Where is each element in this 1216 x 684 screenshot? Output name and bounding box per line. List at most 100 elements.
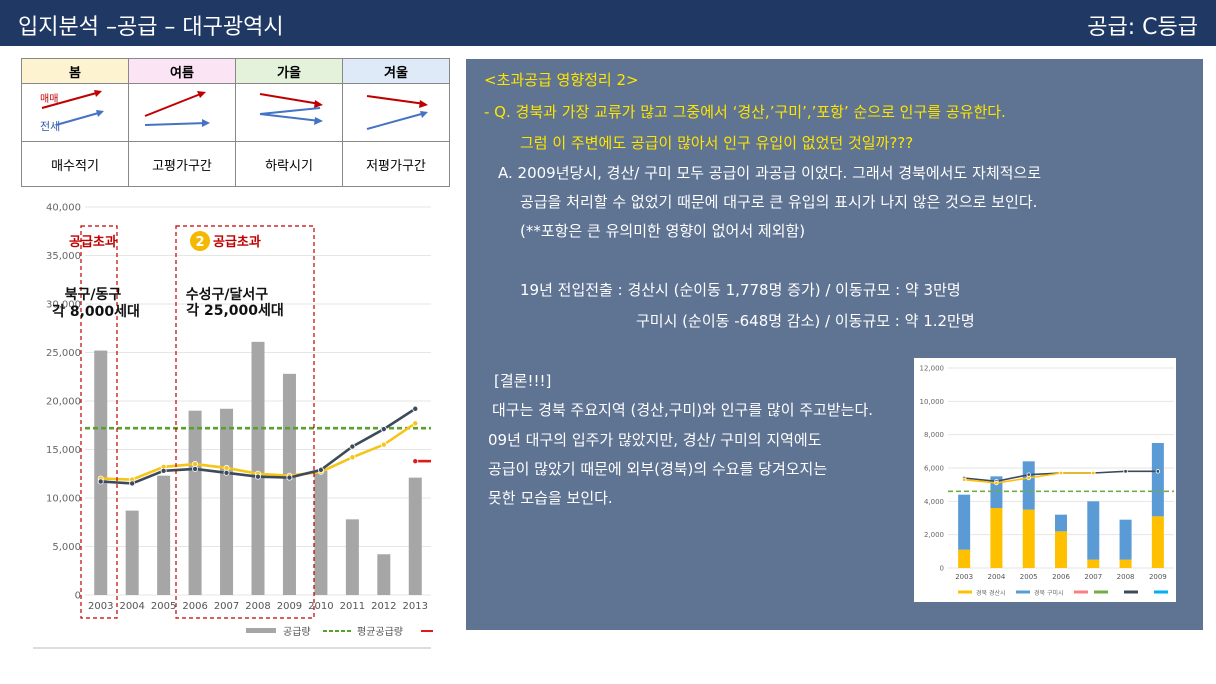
x-tick-label: 2007 xyxy=(214,601,239,612)
line-point xyxy=(1091,470,1096,476)
x-tick-label: 2004 xyxy=(119,601,144,612)
stacked-supply-bar xyxy=(1119,559,1132,568)
stacked-supply-bar xyxy=(958,549,971,568)
y-tick-label: 4,000 xyxy=(924,498,944,506)
line-point xyxy=(1026,475,1031,481)
legend-supply-label: 공급량 xyxy=(283,626,311,638)
y-tick-label: 10,000 xyxy=(920,398,945,406)
line-point xyxy=(380,426,387,433)
stacked-supply-bar xyxy=(1022,509,1035,568)
supply-chart: 0 5,000 10,000 15,000 20,000 25,000 30,000 35,0… xyxy=(33,203,433,649)
supply-bar xyxy=(125,510,139,595)
line-point xyxy=(349,443,356,450)
line-point xyxy=(317,466,324,473)
annotation-buk-dong: 북구/동구 xyxy=(65,287,122,303)
x-tick-label: 2006 xyxy=(1052,573,1070,581)
line-point xyxy=(1058,470,1064,476)
supply-bar xyxy=(282,373,296,595)
x-tick-label: 2003 xyxy=(955,573,973,581)
season-label-autumn: 하락시기 xyxy=(235,141,343,187)
x-tick-label: 2013 xyxy=(403,601,428,612)
legend-gumi-label: 경북 구미시 xyxy=(1034,589,1064,597)
conclusion-line-1: 대구는 경북 주요지역 (경산,구미)와 인구를 많이 주고받는다. xyxy=(492,401,874,419)
annotation-oversupply-2: 공급초과 xyxy=(213,235,261,250)
y-tick-label: 40,000 xyxy=(46,203,81,214)
marker-2-badge xyxy=(190,231,210,251)
season-arrows-summer xyxy=(128,83,236,142)
notes-question-line-2: 그럼 이 주변에도 공급이 많아서 인구 유입이 없었던 것일까??? xyxy=(520,134,914,152)
notes-answer-line-1: A. 2009년당시, 경산/ 구미 모두 공급이 과공급 이었다. 그래서 경… xyxy=(498,164,1042,182)
conclusion-line-2: 09년 대구의 입주가 많았지만, 경산/ 구미의 지역에도 xyxy=(488,431,822,449)
y-tick-label: 8,000 xyxy=(924,431,944,439)
stacked-supply-bar xyxy=(958,494,971,550)
line-point xyxy=(223,469,230,476)
line-point xyxy=(160,467,167,474)
y-tick-label: 2,000 xyxy=(924,531,944,539)
supply-bar xyxy=(345,519,359,595)
annotation-buk-dong-units: 각 8,000세대 xyxy=(52,303,140,320)
supply-bar xyxy=(377,554,391,595)
notes-answer-line-3: (**포항은 큰 유의미한 영향이 없어서 제외함) xyxy=(520,222,806,240)
x-tick-label: 2011 xyxy=(340,601,365,612)
stacked-supply-bar xyxy=(990,476,1003,508)
line-point xyxy=(254,473,261,480)
y-tick-label: 5,000 xyxy=(52,542,81,553)
line-point xyxy=(380,441,387,448)
notes-answer-line-2: 공급을 처리할 수 없었기 때문에 대구로 큰 유입의 표시가 나지 않은 것으… xyxy=(520,193,1038,211)
stacked-supply-bar xyxy=(990,508,1003,568)
season-label-spring: 매수적기 xyxy=(21,141,129,187)
line-point xyxy=(1155,469,1161,474)
supply-bar xyxy=(408,477,422,595)
season-header-summer: 여름 xyxy=(128,58,236,84)
trend-arrows-icon xyxy=(366,95,428,130)
y-tick-label: 35,000 xyxy=(46,251,81,262)
line-point xyxy=(192,461,199,468)
season-header-spring: 봄 xyxy=(21,58,129,84)
annotation-suseong-dalseo: 수성구/달서구 xyxy=(186,287,269,303)
line-point xyxy=(223,464,230,471)
stacked-supply-bar xyxy=(1055,531,1067,568)
supply-bar xyxy=(157,475,171,595)
gyeongbuk-supply-chart: 0 2,000 4,000 6,000 8,000 10,000 12,000 2003 200… xyxy=(920,364,1174,597)
line-point xyxy=(97,478,104,485)
season-arrows-spring: 매매 전세 xyxy=(21,83,129,142)
x-tick-label: 2012 xyxy=(371,601,396,612)
legend-swatch-supply xyxy=(246,628,276,633)
stacked-supply-bar xyxy=(1151,443,1164,517)
stacked-supply-bar xyxy=(1087,559,1100,568)
y-tick-label: 25,000 xyxy=(46,348,81,359)
legend-gyeongsan-label: 경북 경산시 xyxy=(976,589,1006,597)
stacked-supply-bar xyxy=(1022,461,1035,510)
y-tick-label: 12,000 xyxy=(920,364,945,372)
y-tick-label: 15,000 xyxy=(46,445,81,456)
annotation-suseong-dalseo-units: 각 25,000세대 xyxy=(186,302,284,319)
season-header-winter: 겨울 xyxy=(342,58,450,84)
annotation-oversupply-1: 공급초과 xyxy=(69,235,117,250)
header-bar: 입지분석 –공급 – 대구광역시 공급: C등급 xyxy=(0,0,1216,46)
x-tick-label: 2010 xyxy=(308,601,333,612)
season-table: 봄 여름 가을 겨울 매매 전세 xyxy=(21,58,450,187)
conclusion-line-3: 공급이 많았기 때문에 외부(경북)의 수요를 당겨오지는 xyxy=(488,460,828,478)
stacked-supply-bar xyxy=(1055,514,1067,532)
line-point xyxy=(286,474,293,481)
trend-arrows-icon: 매매 전세 xyxy=(40,90,104,133)
line-point xyxy=(349,454,356,461)
legend-average-label: 평균공급량 xyxy=(357,626,403,638)
x-tick-label: 2005 xyxy=(1020,573,1038,581)
y-tick-label: 10,000 xyxy=(46,494,81,505)
x-tick-label: 2007 xyxy=(1084,573,1102,581)
season-arrows-autumn xyxy=(235,83,343,142)
season-label-winter: 저평가구간 xyxy=(342,141,450,187)
line-point xyxy=(192,465,199,472)
trend-arrows-icon xyxy=(144,91,210,127)
line-point xyxy=(412,420,419,427)
season-header-autumn: 가을 xyxy=(235,58,343,84)
highlight-box-2003 xyxy=(80,225,118,619)
supply-bar xyxy=(188,410,202,595)
supply-bar xyxy=(251,341,265,595)
conclusion-line-4: 못한 모습을 보인다. xyxy=(488,489,613,507)
notes-migration-line-1: 19년 전입전출 : 경산시 (순이동 1,778명 증가) / 이동규모 : … xyxy=(520,281,961,299)
legend-jeonse-label: 전세 xyxy=(40,120,60,133)
notes-question-line-1: - Q. 경북과 가장 교류가 많고 그중에서 ‘경산,’구미’,’포항’ 순으… xyxy=(484,103,1006,121)
x-tick-label: 2006 xyxy=(182,601,207,612)
